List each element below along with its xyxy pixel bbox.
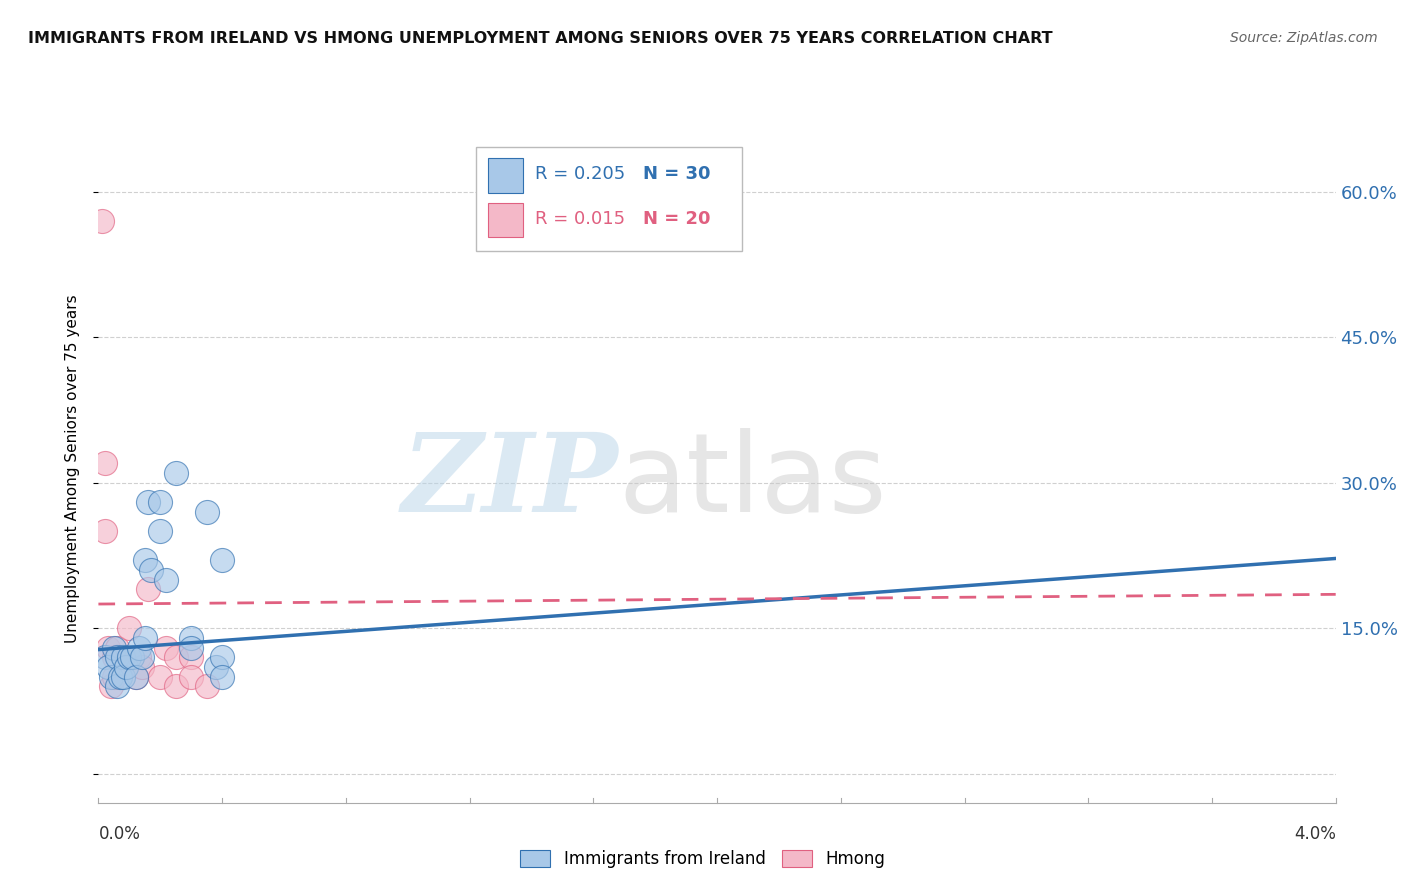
Legend: Immigrants from Ireland, Hmong: Immigrants from Ireland, Hmong [513,843,893,875]
Point [139,563,162,577]
Point [93,524,115,539]
FancyBboxPatch shape [488,202,523,237]
Y-axis label: Unemployment Among Seniors over 75 years: Unemployment Among Seniors over 75 years [65,294,80,642]
Point [134,553,156,567]
Point [105,650,128,665]
Point [128,640,150,655]
Point [100,680,122,694]
Point [112,670,135,684]
Point [124,670,146,684]
FancyBboxPatch shape [475,147,742,251]
Point [149,524,172,539]
Point [93,650,115,665]
Point [149,670,172,684]
Point [149,495,172,509]
Text: N = 30: N = 30 [643,165,710,183]
Point [115,660,138,674]
Text: R = 0.205: R = 0.205 [536,165,626,183]
Text: ZIP: ZIP [402,428,619,535]
Point [180,640,202,655]
Point [128,650,150,665]
Point [105,640,128,655]
Point [180,670,202,684]
Point [195,505,218,519]
Point [100,670,122,684]
Point [112,650,135,665]
Point [165,650,187,665]
Point [180,631,202,645]
Text: N = 20: N = 20 [643,211,710,228]
Point [180,650,202,665]
Point [211,650,233,665]
Point [103,650,125,665]
Text: IMMIGRANTS FROM IRELAND VS HMONG UNEMPLOYMENT AMONG SENIORS OVER 75 YEARS CORREL: IMMIGRANTS FROM IRELAND VS HMONG UNEMPLO… [28,31,1053,46]
Point [90,214,112,228]
Point [108,670,131,684]
Point [103,670,125,684]
Point [165,466,187,480]
Point [195,680,218,694]
Point [93,457,115,471]
Point [136,495,159,509]
Point [97,640,120,655]
Text: atlas: atlas [619,428,887,535]
Point [103,640,125,655]
Point [211,670,233,684]
Point [131,650,153,665]
Text: R = 0.015: R = 0.015 [536,211,626,228]
Point [155,573,177,587]
Point [118,621,141,635]
Point [211,553,233,567]
Point [205,660,228,674]
Point [136,582,159,597]
Point [134,631,156,645]
Point [105,680,128,694]
Point [121,650,143,665]
Text: 0.0%: 0.0% [98,825,141,843]
Text: 4.0%: 4.0% [1294,825,1336,843]
Point [124,670,146,684]
Point [165,680,187,694]
Point [97,660,120,674]
Point [118,650,141,665]
Point [131,660,153,674]
Text: Source: ZipAtlas.com: Source: ZipAtlas.com [1230,31,1378,45]
Point [155,640,177,655]
FancyBboxPatch shape [488,158,523,193]
